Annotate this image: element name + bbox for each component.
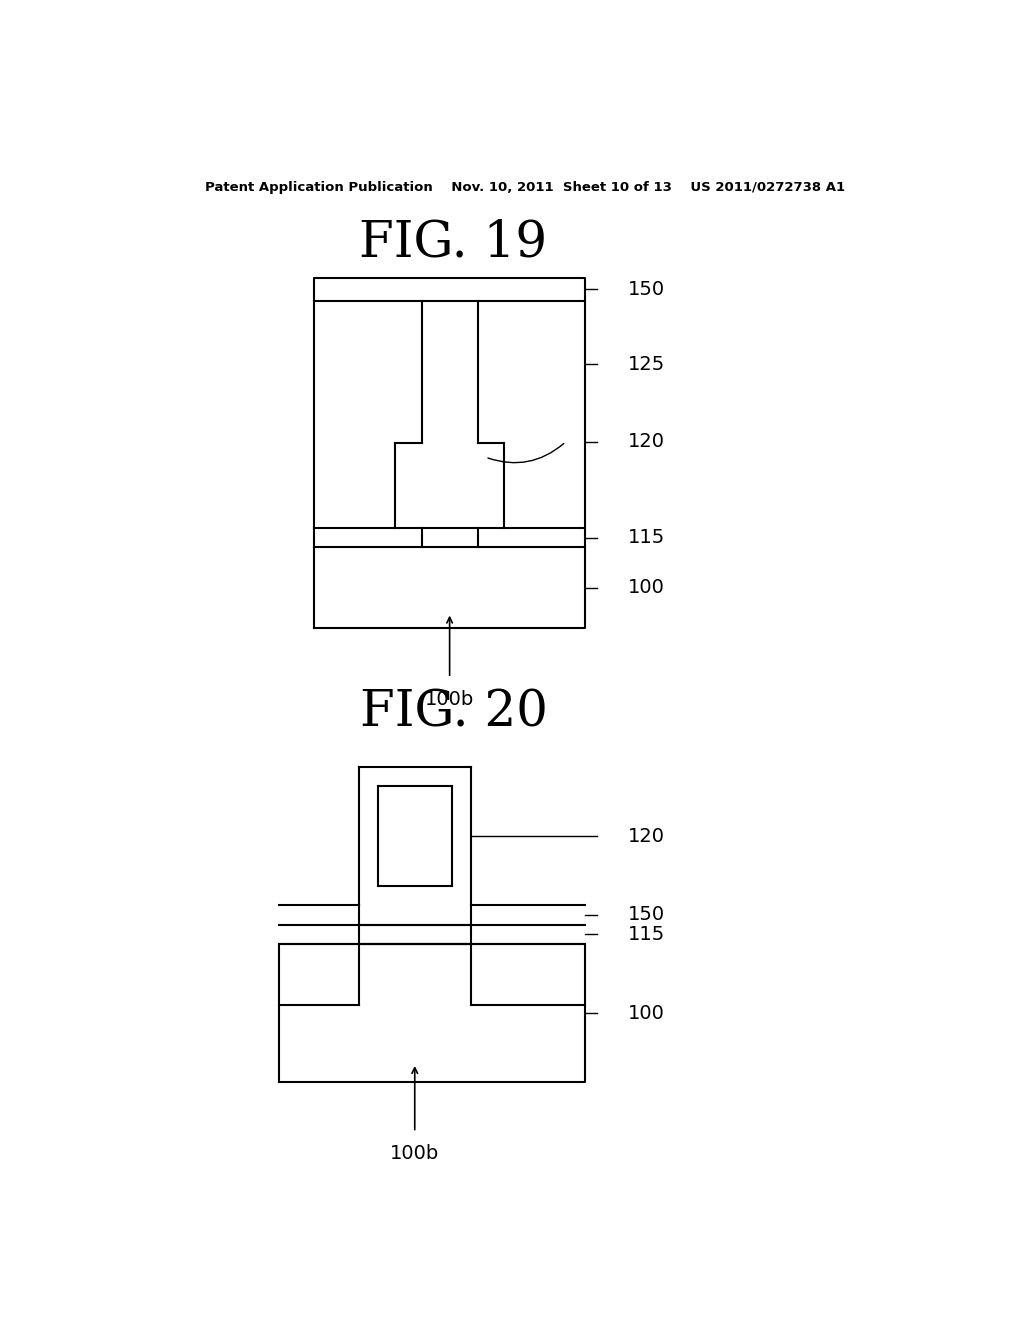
Bar	[280, 924, 586, 944]
Bar	[358, 767, 471, 906]
Bar	[422, 301, 477, 444]
Text: FIG. 20: FIG. 20	[359, 688, 548, 738]
Text: 150: 150	[628, 906, 665, 924]
Bar	[280, 906, 586, 924]
Text: 100b: 100b	[390, 1144, 439, 1163]
Bar	[314, 277, 586, 301]
Text: 100: 100	[628, 1003, 665, 1023]
Bar	[378, 785, 452, 886]
Text: 115: 115	[628, 528, 666, 546]
Bar	[395, 444, 504, 528]
Bar	[314, 301, 586, 528]
Bar	[314, 548, 586, 628]
Bar	[280, 944, 586, 1082]
Text: Patent Application Publication    Nov. 10, 2011  Sheet 10 of 13    US 2011/02727: Patent Application Publication Nov. 10, …	[205, 181, 845, 194]
Text: 125: 125	[628, 355, 666, 374]
Text: 115: 115	[628, 925, 666, 944]
Text: 120: 120	[628, 826, 665, 846]
Text: 120: 120	[628, 432, 665, 451]
Text: 100: 100	[628, 578, 665, 597]
Text: FIG. 19: FIG. 19	[359, 218, 548, 268]
Text: 100b: 100b	[425, 689, 474, 709]
Bar	[314, 528, 586, 548]
Text: 150: 150	[628, 280, 665, 298]
